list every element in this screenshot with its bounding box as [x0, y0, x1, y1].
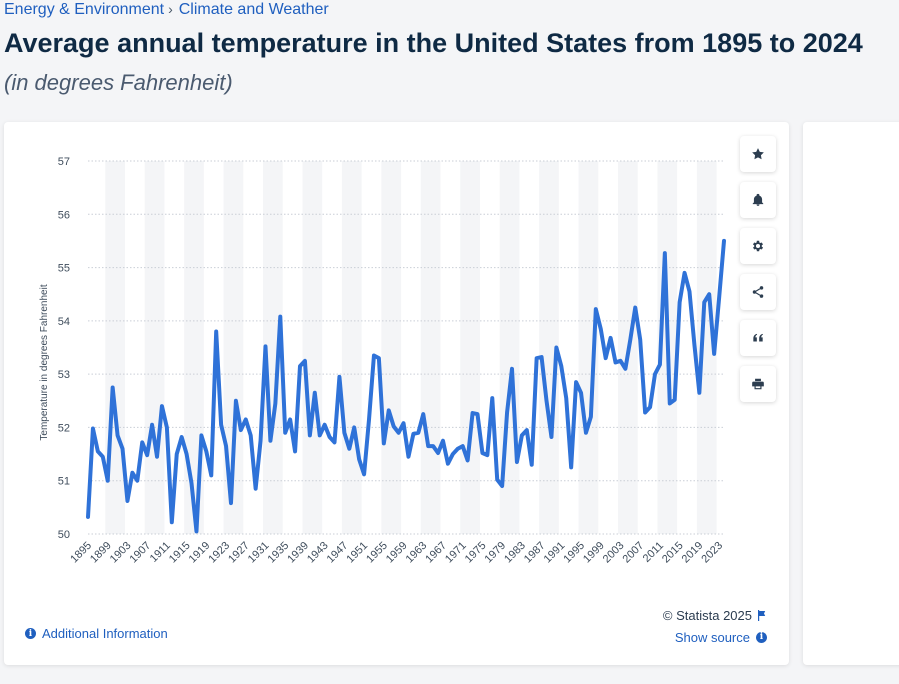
show-source-label: Show source [674, 629, 750, 645]
x-tick-label: 1995 [561, 540, 587, 566]
x-tick-label: 1939 [285, 540, 311, 566]
x-tick-label: 1919 [187, 540, 213, 566]
x-tick-label: 1923 [206, 540, 232, 566]
x-tick-label: 2003 [601, 540, 627, 566]
background-band [420, 161, 441, 534]
y-tick-label: 55 [58, 263, 70, 275]
x-tick-label: 1991 [542, 540, 568, 566]
x-tick-label: 1983 [502, 540, 528, 566]
x-tick-label: 1955 [364, 540, 390, 566]
additional-information-link[interactable]: i Additional Information [25, 626, 168, 641]
x-tick-label: 1951 [344, 540, 370, 566]
x-tick-label: 1943 [305, 540, 331, 566]
x-tick-label: 1947 [325, 540, 351, 566]
y-tick-label: 50 [58, 529, 70, 541]
chart-footer: © Statista 2025 Show source i [663, 604, 767, 648]
print-icon[interactable] [740, 366, 776, 402]
y-axis-label: Temperature in degrees Fahrenheit [39, 284, 50, 440]
temperature-line [86, 238, 726, 534]
info-icon: i [25, 628, 36, 639]
x-tick-label: 2023 [699, 540, 725, 566]
background-band [381, 161, 402, 534]
notification-bell-icon[interactable] [740, 182, 776, 218]
background-band [578, 161, 599, 534]
line-chart: 50 51 52 53 54 55 56 57 189518991903190719111915… [39, 156, 726, 566]
y-tick-label: 56 [58, 209, 70, 221]
settings-gear-icon[interactable] [740, 228, 776, 264]
source-info-icon: i [756, 631, 767, 643]
x-tick-label: 1911 [148, 540, 173, 565]
breadcrumb-link-climate-weather[interactable]: Climate and Weather [178, 1, 329, 18]
x-tick-label: 1979 [482, 540, 508, 566]
background-band [696, 161, 717, 534]
x-tick-label: 1987 [522, 540, 548, 566]
x-tick-label: 1999 [581, 540, 607, 566]
background-band [341, 161, 362, 534]
x-tick-label: 1907 [127, 540, 153, 566]
flag-icon[interactable] [757, 609, 767, 621]
page-subtitle: (in degrees Fahrenheit) [4, 70, 233, 95]
y-tick-label: 53 [58, 369, 70, 381]
y-tick-label: 54 [58, 316, 70, 328]
x-tick-label: 2015 [660, 540, 686, 566]
share-icon[interactable] [740, 274, 776, 310]
background-band [539, 161, 559, 534]
background-band [184, 161, 204, 534]
favorite-icon[interactable] [740, 136, 776, 172]
breadcrumb-link-energy-environment[interactable]: Energy & Environment [4, 1, 165, 18]
x-tick-label: 2019 [680, 540, 706, 566]
x-tick-label: 1975 [463, 540, 489, 566]
additional-information-label: Additional Information [42, 626, 168, 641]
chart-card: 50 51 52 53 54 55 56 57 1895 1899 1903 1907 1911 1915… [4, 122, 789, 665]
background-band [460, 161, 480, 534]
citation-icon[interactable] [740, 320, 776, 356]
background-band [263, 161, 283, 534]
y-tick-label: 52 [58, 422, 70, 434]
x-tick-label: 1963 [404, 540, 430, 566]
x-tick-label: 1895 [68, 540, 94, 566]
background-band [302, 161, 323, 534]
x-tick-label: 2007 [621, 540, 647, 566]
show-source-link[interactable]: Show source i [663, 626, 767, 648]
x-tick-label: 1967 [423, 540, 449, 566]
y-tick-label: 57 [58, 156, 70, 168]
x-tick-label: 1959 [384, 540, 410, 566]
x-tick-label: 1927 [226, 540, 252, 566]
breadcrumb: Energy & Environment › Climate and Weather [4, 1, 329, 19]
y-tick-label: 51 [58, 476, 70, 488]
background-band [144, 161, 165, 534]
breadcrumb-separator: › [168, 1, 173, 17]
x-tick-label: 1971 [443, 540, 469, 566]
x-tick-label: 1915 [167, 540, 193, 566]
page-title: Average annual temperature in the United… [4, 28, 863, 58]
x-tick-label: 1935 [266, 540, 292, 566]
x-tick-label: 2011 [641, 540, 666, 565]
copyright-line: © Statista 2025 [663, 604, 767, 626]
side-panel [803, 122, 899, 665]
x-tick-label: 1899 [88, 540, 114, 566]
background-band [223, 161, 244, 534]
x-tick-label: 1931 [246, 540, 272, 566]
copyright-text: © Statista 2025 [662, 607, 752, 623]
x-tick-label: 1903 [108, 540, 134, 566]
